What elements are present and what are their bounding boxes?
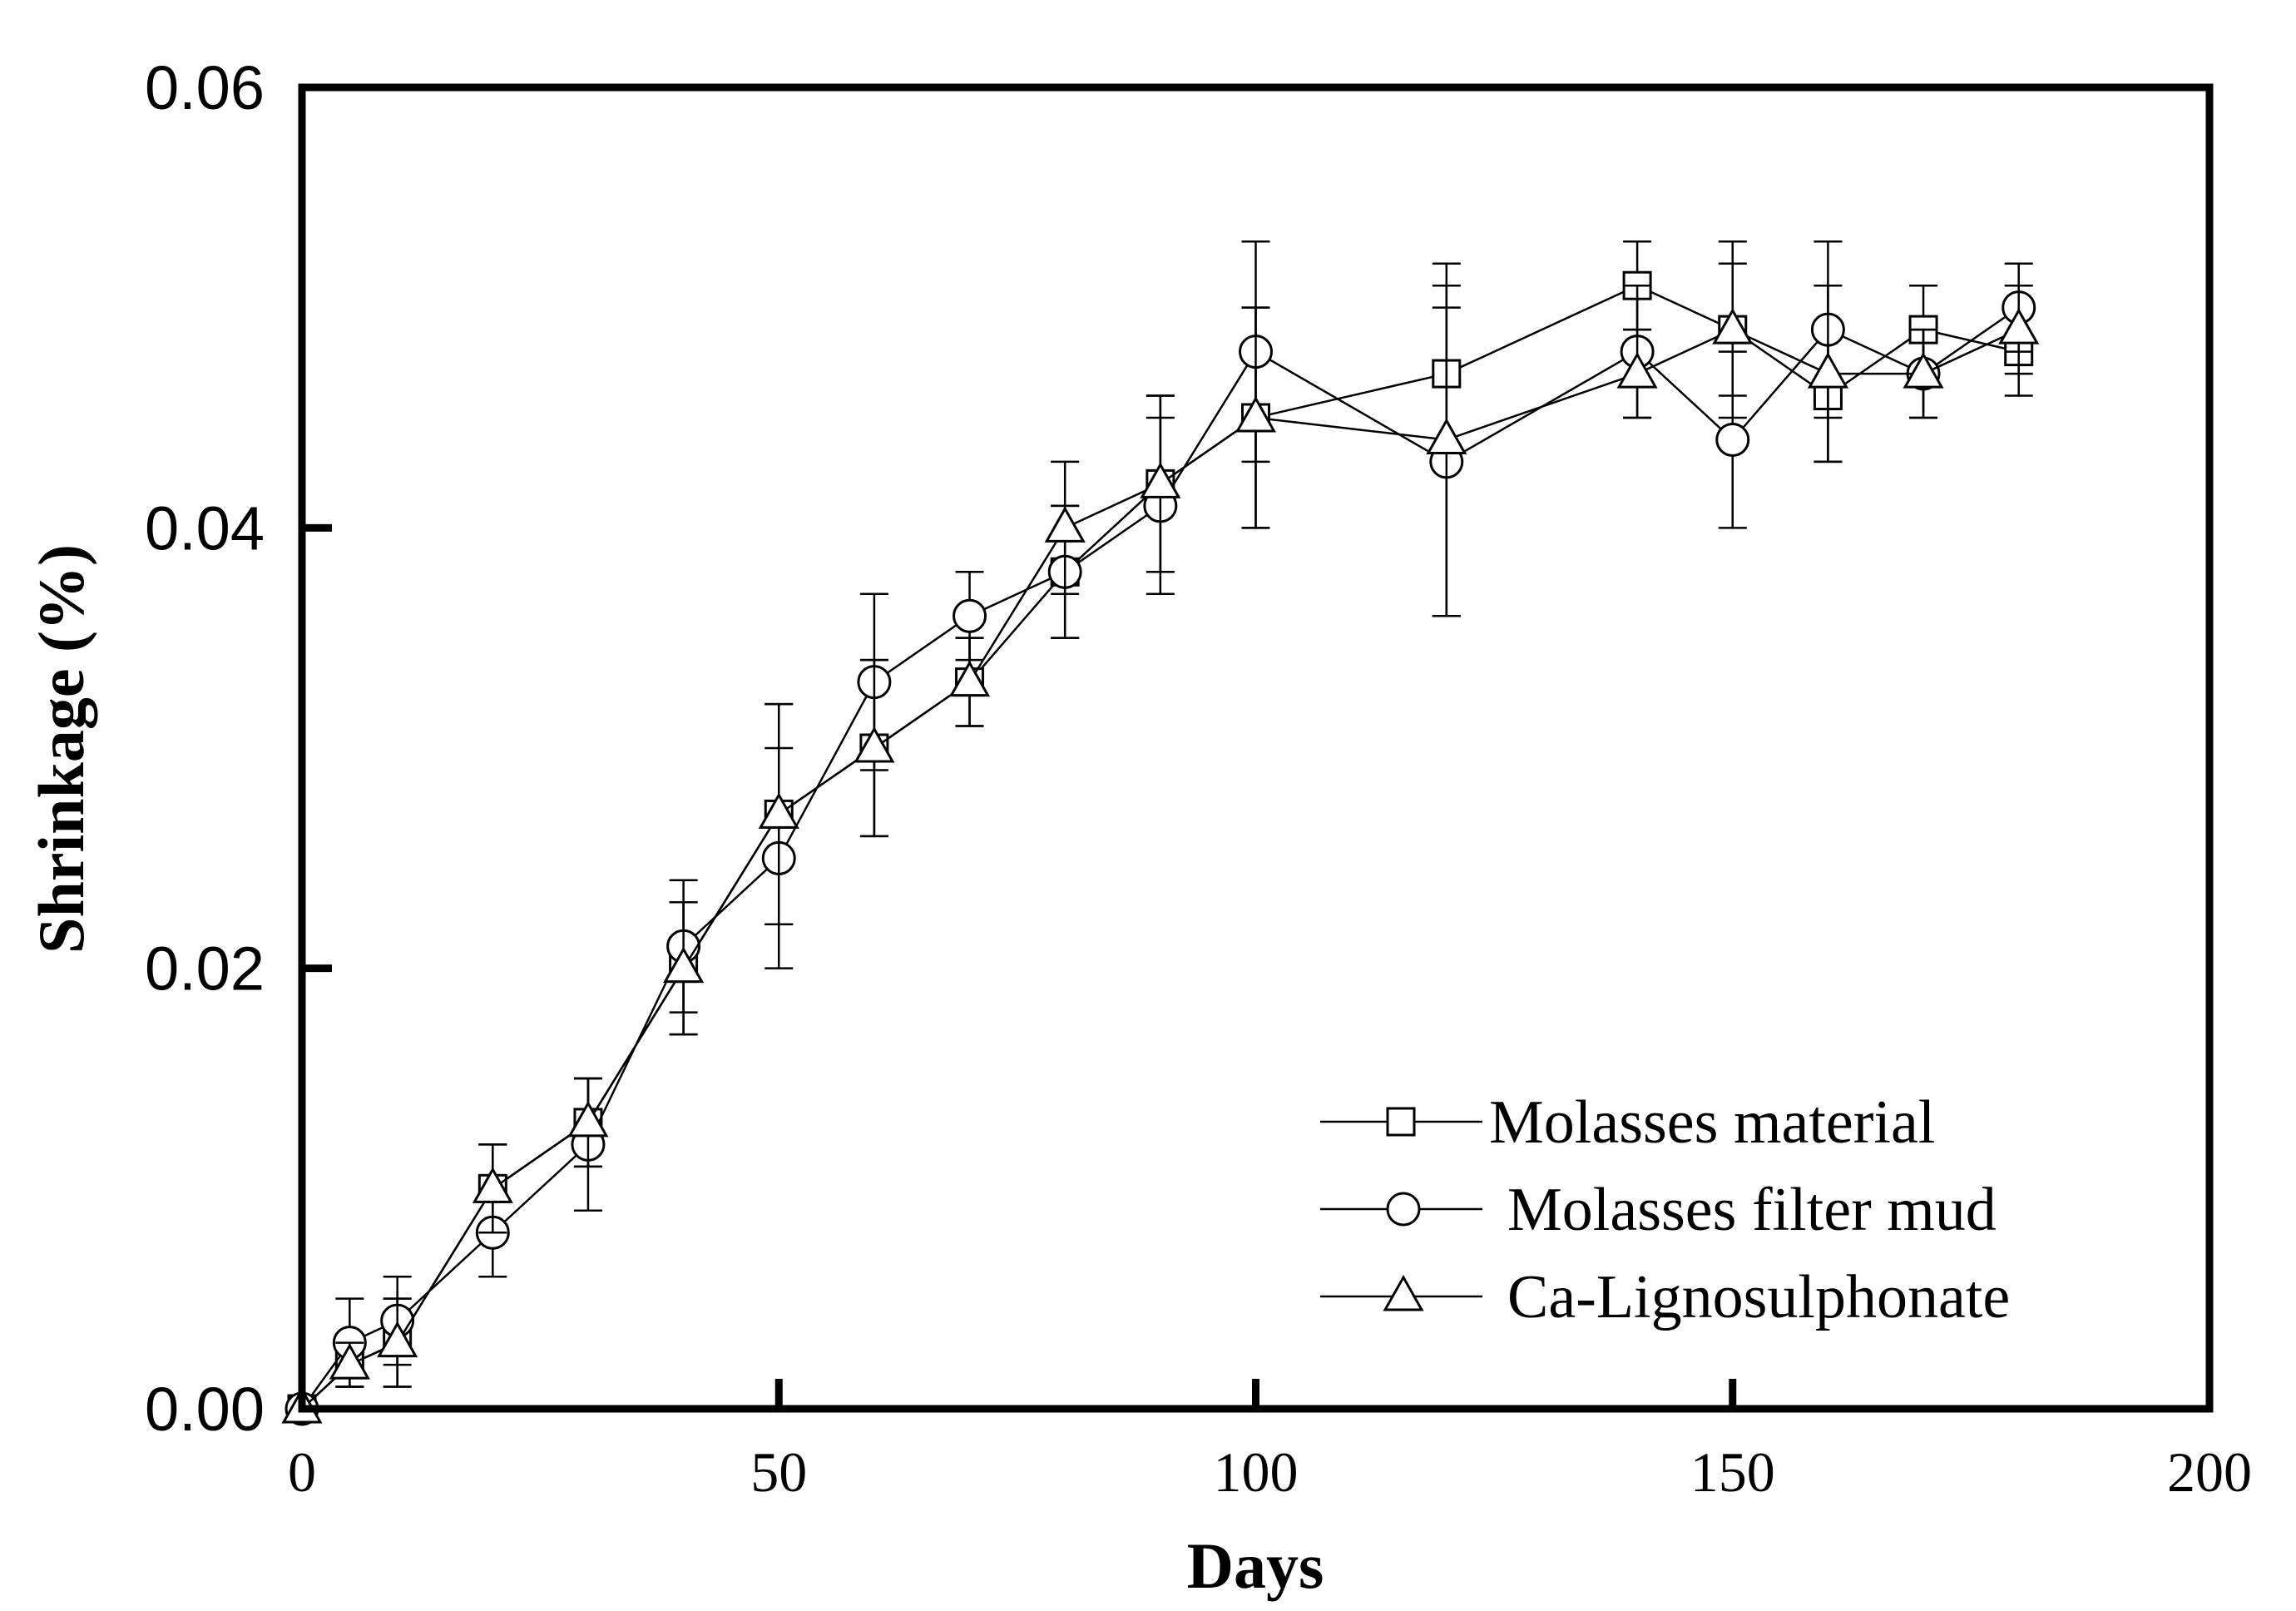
legend-marker-triangle (1383, 1274, 1424, 1311)
x-axis-label: Days (1187, 1529, 1324, 1602)
data-point-triangle (329, 1343, 370, 1380)
data-point-triangle (377, 1321, 418, 1358)
legend: Molasses material Molasses filter mud Ca… (1320, 1088, 2010, 1331)
data-point-triangle (1807, 352, 1848, 389)
data-point-triangle (567, 1100, 609, 1138)
data-point-triangle (1998, 308, 2040, 345)
legend-entry-molasses-material: Molasses material (1320, 1088, 1935, 1157)
x-tick-label: 200 (2167, 1440, 2252, 1504)
data-point-triangle (1903, 352, 1944, 389)
y-tick-label: 0.00 (145, 1375, 265, 1444)
legend-entry-molasses-filter-mud: Molasses filter mud (1320, 1176, 1997, 1244)
data-point-triangle (472, 1167, 513, 1203)
data-point-triangle (1712, 308, 1754, 345)
data-point-triangle (1044, 506, 1086, 543)
data-point-triangle (1235, 395, 1277, 433)
data-point-triangle (854, 726, 895, 763)
x-tick-label: 50 (750, 1440, 807, 1504)
y-tick-label: 0.02 (145, 934, 265, 1004)
data-point-circle (1715, 422, 1750, 457)
y-tick-label: 0.06 (145, 53, 265, 122)
data-point-circle (953, 598, 987, 633)
legend-marker-circle (1386, 1192, 1421, 1227)
legend-marker-square (1386, 1107, 1416, 1137)
legend-label-molasses-material: Molasses material (1489, 1088, 1935, 1157)
data-point-triangle (948, 660, 991, 697)
legend-label-molasses-filter-mud: Molasses filter mud (1507, 1176, 1997, 1244)
series-line (300, 306, 2020, 1410)
legend-label-ca-lignosulphonate: Ca-Lignosulphonate (1507, 1263, 2010, 1331)
data-point-triangle (663, 946, 705, 984)
x-tick-label: 100 (1214, 1440, 1299, 1504)
data-point-triangle (1426, 418, 1467, 454)
legend-entry-ca-lignosulphonate: Ca-Lignosulphonate (1320, 1263, 2010, 1331)
x-tick-label: 0 (288, 1440, 316, 1504)
x-tick-label: 150 (1690, 1440, 1775, 1504)
data-point-triangle (1616, 352, 1658, 389)
data-point-triangle (1140, 462, 1181, 498)
y-axis-label: Shrinkage (%) (25, 544, 97, 954)
series-ca-lignosulphonate (281, 240, 2040, 1424)
data-point-triangle (758, 792, 799, 829)
y-tick-label: 0.04 (145, 493, 265, 563)
